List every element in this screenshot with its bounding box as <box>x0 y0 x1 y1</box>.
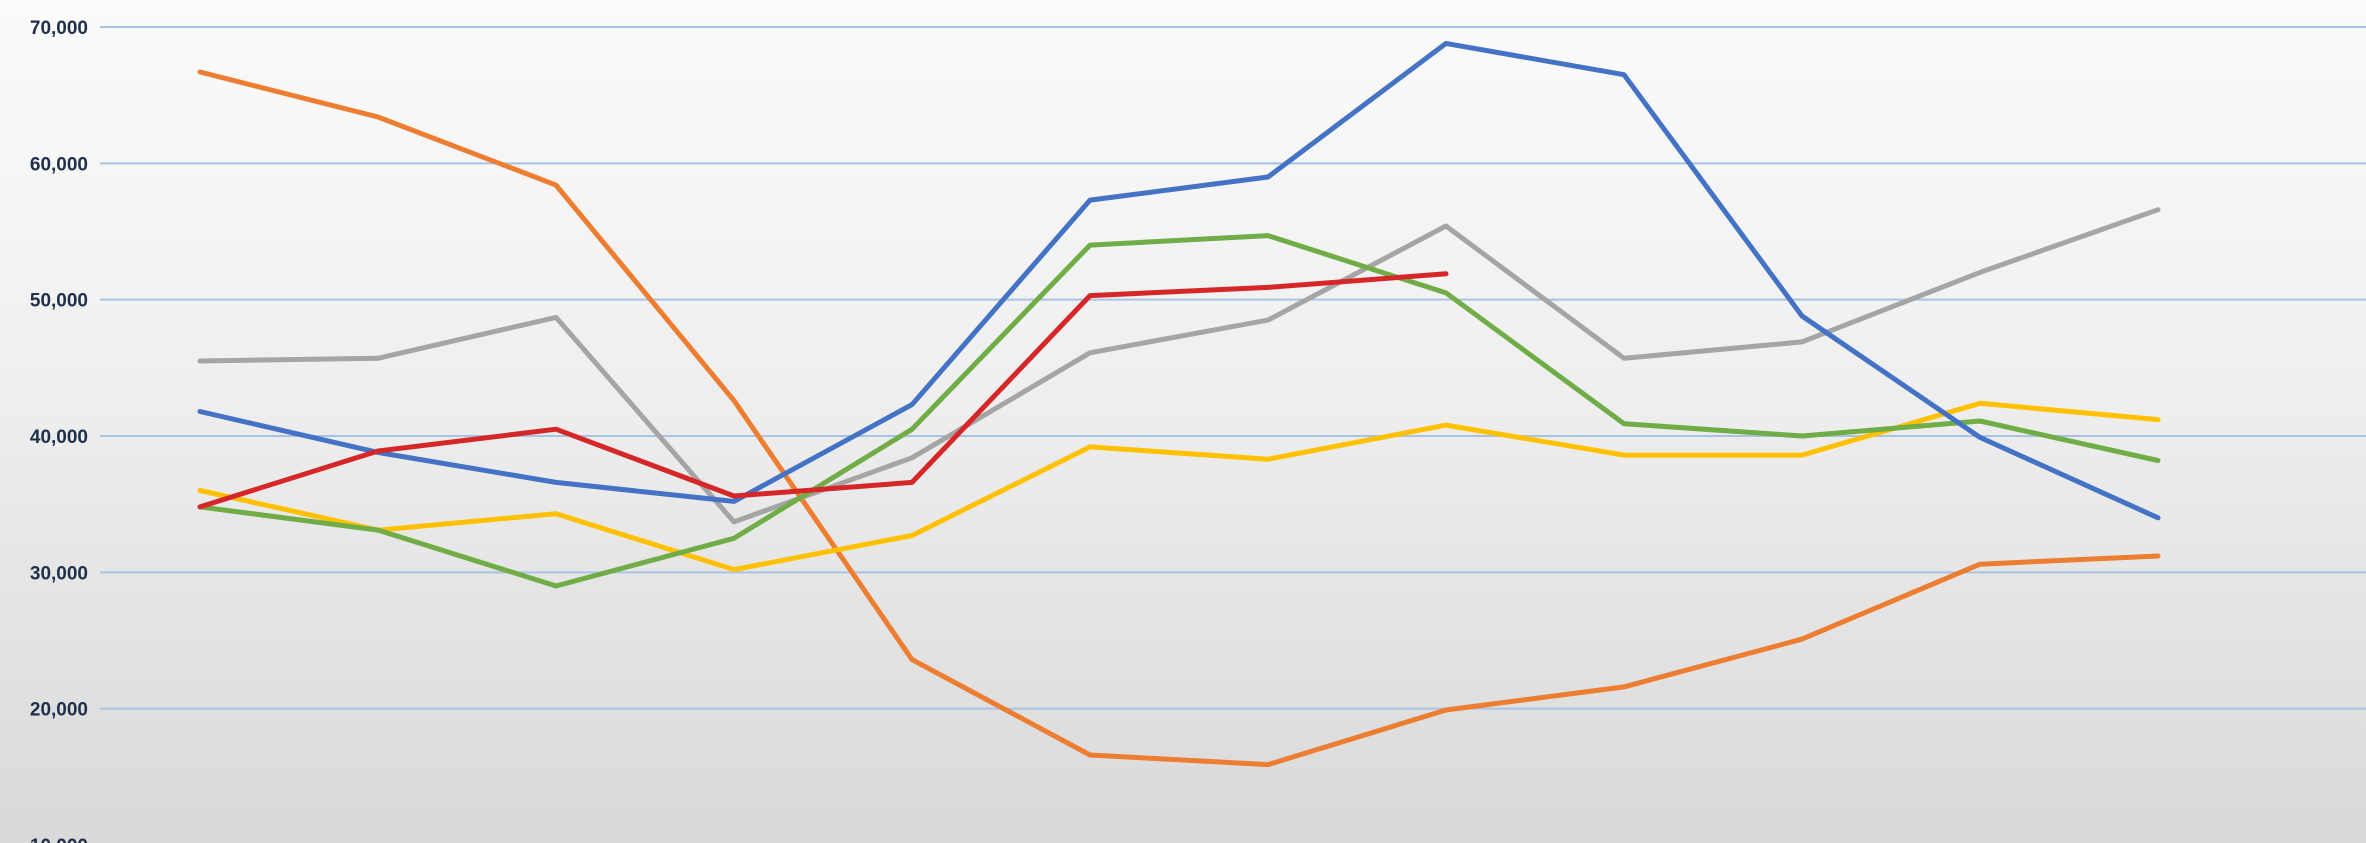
y-tick-label: 50,000 <box>30 291 88 312</box>
y-axis-tick-labels: 10,000 20,000 30,000 40,000 50,000 60,000 70,0… <box>30 18 88 843</box>
y-tick-label: 40,000 <box>30 427 88 448</box>
series-line-6 <box>197 271 1449 510</box>
series-layer <box>197 40 2161 768</box>
series-line-5 <box>197 40 2161 521</box>
series-line-1 <box>197 69 2161 768</box>
grid-layer <box>100 26 2366 710</box>
y-tick-label: 20,000 <box>30 700 88 721</box>
series-line-3 <box>197 400 2161 573</box>
y-tick-label: 10,000 <box>30 836 88 843</box>
y-tick-label: 60,000 <box>30 154 88 175</box>
series-line-4 <box>197 233 2161 589</box>
y-tick-label: 30,000 <box>30 563 88 584</box>
series-line-2 <box>197 207 2161 525</box>
y-tick-label: 70,000 <box>30 18 88 39</box>
